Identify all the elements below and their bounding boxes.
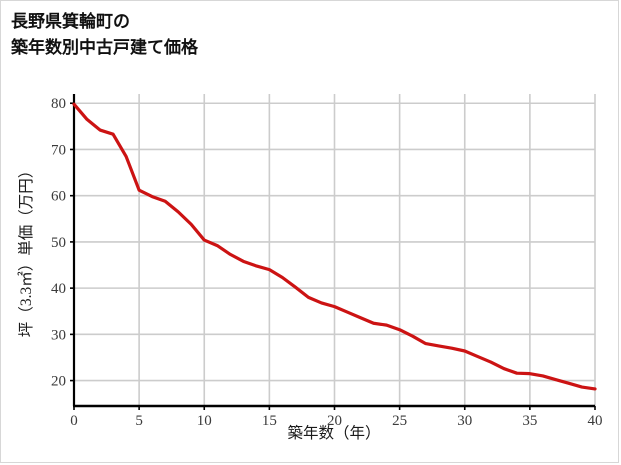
gridlines-group — [74, 94, 596, 406]
y-tick-label: 50 — [51, 235, 66, 251]
x-tick-label: 35 — [522, 413, 537, 429]
price-trend-line — [72, 102, 597, 391]
x-tick-label: 10 — [197, 413, 212, 429]
chart-title-line2: 築年数別中古戸建て価格 — [11, 38, 198, 57]
x-tick-label: 25 — [392, 413, 407, 429]
y-tick-label: 70 — [51, 142, 66, 158]
x-tick-label: 0 — [70, 413, 78, 429]
y-tick-label: 80 — [51, 96, 66, 112]
y-axis-label: 坪（3.3㎡）単価（万円） — [17, 163, 35, 337]
x-tick-label: 30 — [457, 413, 472, 429]
x-axis-label: 築年数（年） — [287, 424, 380, 442]
y-tick-label: 40 — [51, 281, 66, 297]
chart-title: 長野県箕輪町の 築年数別中古戸建て価格 — [11, 9, 198, 61]
y-tick-label: 30 — [51, 327, 66, 343]
x-tick-label: 40 — [588, 413, 603, 429]
chart-title-line1: 長野県箕輪町の — [11, 12, 130, 31]
y-tick-label: 20 — [51, 374, 66, 390]
x-tick-label: 5 — [135, 413, 143, 429]
axis-spines-group — [72, 94, 595, 408]
x-tick-label: 15 — [262, 413, 277, 429]
x-tick-label: 20 — [327, 413, 342, 429]
y-tick-label: 60 — [51, 189, 66, 205]
y-tick-group: 20 30 40 50 60 70 80 — [51, 96, 74, 390]
